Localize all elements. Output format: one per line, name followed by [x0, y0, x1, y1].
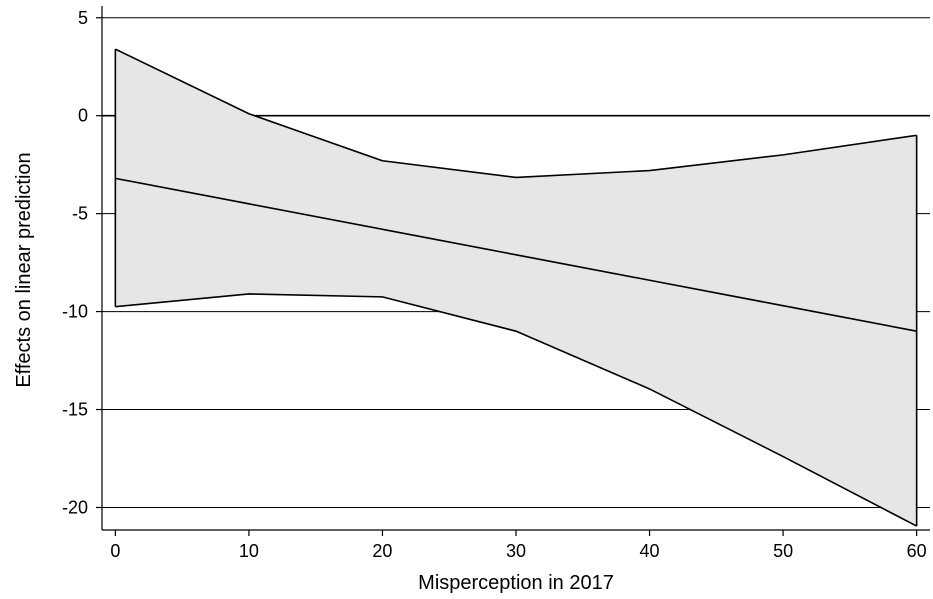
y-tick-label: -10	[62, 302, 88, 322]
x-tick-label: 50	[773, 541, 793, 561]
x-tick-label: 20	[372, 541, 392, 561]
confidence-band	[114, 49, 918, 527]
upper-bound-line	[115, 48, 917, 179]
lower-bound-line	[115, 293, 918, 527]
x-axis-title: Misperception in 2017	[418, 572, 614, 594]
series-lines	[115, 48, 918, 527]
estimate-line	[115, 177, 917, 332]
confidence-band-area	[115, 49, 917, 527]
y-axis-title: Effects on linear prediction	[13, 152, 35, 387]
x-tick-label: 10	[239, 541, 259, 561]
y-tick-label: -15	[62, 400, 88, 420]
y-axis-ticks: 5 0 -5 -10 -15 -20	[62, 8, 102, 517]
x-tick-label: 40	[640, 541, 660, 561]
y-tick-label: 0	[78, 106, 88, 126]
y-tick-label: -20	[62, 497, 88, 517]
x-tick-label: 0	[110, 541, 120, 561]
y-tick-label: -5	[72, 204, 88, 224]
x-tick-label: 60	[907, 541, 927, 561]
x-tick-label: 30	[506, 541, 526, 561]
x-axis-ticks: 0 10 20 30 40 50 60	[110, 530, 927, 561]
y-tick-label: 5	[78, 8, 88, 28]
